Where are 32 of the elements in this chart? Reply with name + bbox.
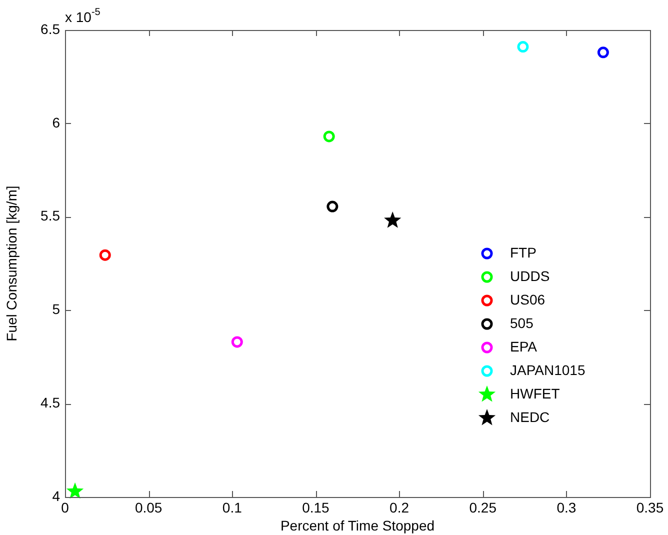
point bbox=[597, 46, 609, 58]
point bbox=[66, 482, 84, 499]
legend-label: HWFET bbox=[510, 385, 560, 402]
point bbox=[326, 200, 338, 212]
point bbox=[323, 130, 335, 142]
x-axis-title: Percent of Time Stopped bbox=[280, 517, 435, 534]
x-tick-label: 0.2 bbox=[390, 499, 410, 516]
y-tick-label: 5 bbox=[52, 301, 60, 318]
point bbox=[99, 249, 111, 261]
x-tick-label: 0.25 bbox=[469, 499, 497, 516]
legend-label: NEDC bbox=[510, 408, 550, 425]
legend-label: 505 bbox=[510, 314, 534, 331]
legend-label: FTP bbox=[510, 244, 536, 260]
point bbox=[384, 212, 402, 228]
point bbox=[231, 336, 243, 348]
y-tick-label: 6.5 bbox=[40, 20, 60, 37]
x-tick-label: 0.35 bbox=[636, 499, 664, 516]
legend-label: UDDS bbox=[510, 268, 550, 284]
x-tick-label: 0.1 bbox=[222, 499, 242, 516]
legend-label: EPA bbox=[510, 338, 538, 354]
y-axis-title: Fuel Consumption [kg/m] bbox=[3, 186, 20, 342]
y-tick-label: 4 bbox=[52, 488, 60, 504]
y-tick-label: 4.5 bbox=[40, 394, 60, 410]
y-tick-label: 6 bbox=[52, 114, 60, 130]
x-tick-label: 0.15 bbox=[302, 499, 330, 516]
y-tick-label: 5.5 bbox=[40, 208, 60, 224]
point bbox=[517, 41, 529, 53]
legend-label: JAPAN1015 bbox=[510, 362, 586, 378]
x-tick-label: 0.05 bbox=[134, 499, 162, 516]
x-tick-label: 0.3 bbox=[556, 499, 576, 516]
x-tick-label: 0 bbox=[61, 499, 70, 516]
legend-label: US06 bbox=[510, 291, 546, 308]
